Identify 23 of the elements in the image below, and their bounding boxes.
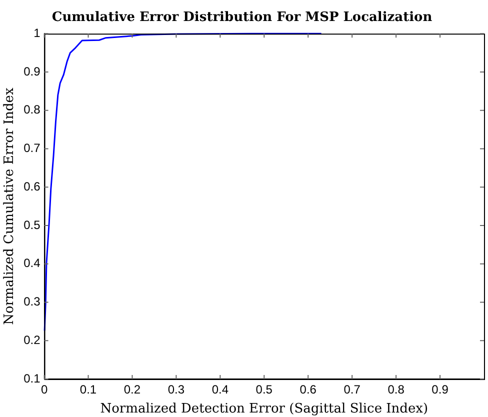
y-tick-label: 1 (34, 26, 41, 40)
x-tick-label: 0.3 (168, 382, 185, 397)
y-tick-label: 0.1 (24, 371, 41, 386)
y-axis-title: Normalized Cumulative Error Index (2, 87, 18, 325)
x-tick-label: 0.7 (344, 382, 361, 397)
x-tick-label: 0.1 (80, 382, 97, 397)
x-tick-label: 0.4 (212, 382, 229, 397)
chart-title: Cumulative Error Distribution For MSP Localization (52, 10, 433, 26)
y-tick-label: 0.8 (24, 102, 41, 117)
y-tick-label: 0.6 (24, 179, 41, 194)
y-tick-label: 0.5 (24, 218, 41, 232)
y-tick-label: 0.7 (24, 141, 41, 156)
y-tick-label: 0.3 (24, 294, 41, 309)
x-tick-label: 0.9 (432, 382, 449, 397)
y-tick-label: 0.9 (24, 64, 41, 78)
x-tick-label: 0.2 (124, 382, 141, 397)
x-tick-label: 0.8 (388, 382, 405, 397)
y-tick-label: 0.4 (24, 256, 41, 270)
x-axis-title: Normalized Detection Error (Sagittal Slice Index) (100, 402, 428, 417)
x-tick-label: 0.5 (256, 382, 273, 397)
x-tick-label: 0.6 (300, 382, 317, 397)
y-tick-label: 0.2 (24, 332, 41, 347)
x-tick-label: 0 (40, 382, 48, 397)
